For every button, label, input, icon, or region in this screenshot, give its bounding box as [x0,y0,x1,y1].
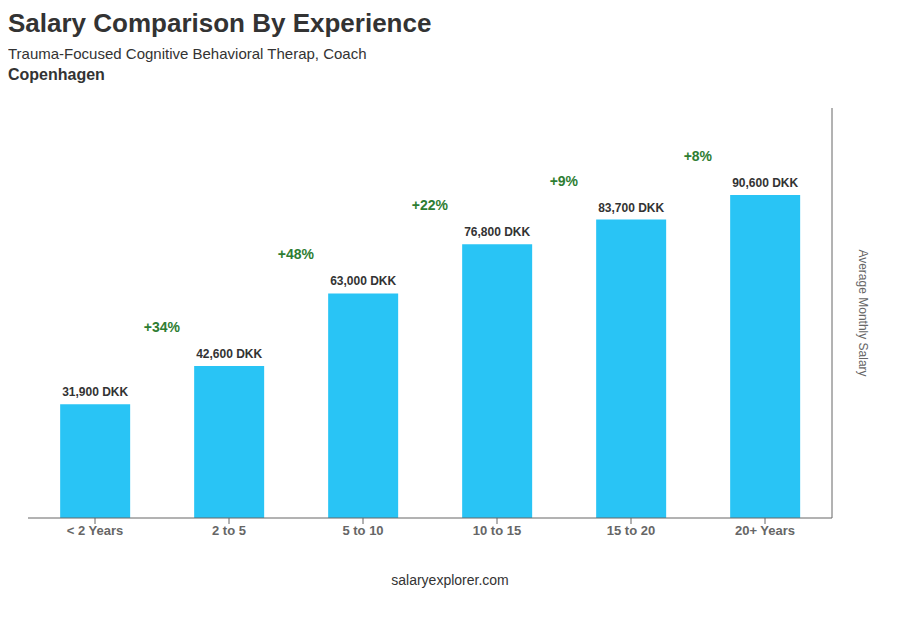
svg-text:63,000 DKK: 63,000 DKK [330,274,396,288]
svg-text:+9%: +9% [550,173,579,189]
svg-text:76,800 DKK: 76,800 DKK [464,225,530,239]
svg-text:10 to 15: 10 to 15 [473,523,521,538]
html-text:salaryexplorer.com: salaryexplorer.com [391,572,509,588]
svg-text:83,700 DKK: 83,700 DKK [598,201,664,215]
svg-text:+22%: +22% [412,197,449,213]
html-text:Trauma-Focused Cognitive Behav: Trauma-Focused Cognitive Behavioral Ther… [8,45,367,62]
html-text:Salary Comparison By Experienc: Salary Comparison By Experience [8,8,432,38]
svg-text:< 2 Years: < 2 Years [67,523,124,538]
svg-text:+48%: +48% [278,246,315,262]
svg-text:+34%: +34% [144,319,181,335]
html-text:Copenhagen: Copenhagen [8,66,105,83]
svg-text:2 to 5: 2 to 5 [212,523,246,538]
svg-text:+8%: +8% [684,148,713,164]
svg-text:90,600 DKK: 90,600 DKK [732,176,798,190]
svg-text:15 to 20: 15 to 20 [607,523,655,538]
svg-text:42,600 DKK: 42,600 DKK [196,347,262,361]
svg-text:5 to 10: 5 to 10 [342,523,383,538]
svg-text:20+ Years: 20+ Years [735,523,795,538]
svg-text:Average Monthly Salary: Average Monthly Salary [856,249,870,376]
svg-text:31,900 DKK: 31,900 DKK [62,385,128,399]
